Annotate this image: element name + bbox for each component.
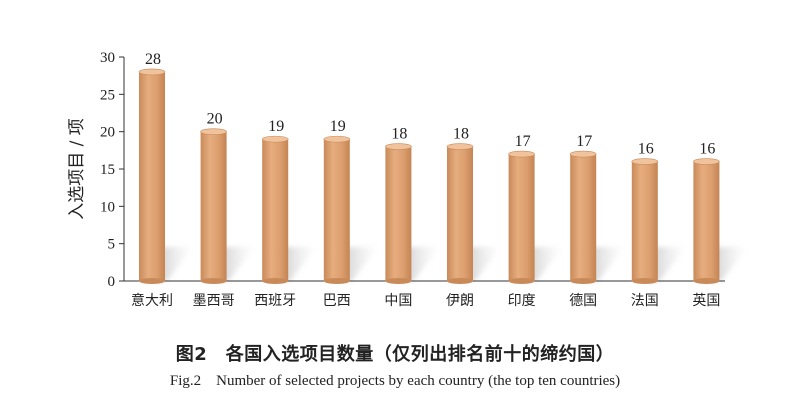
data-label: 17 [515,133,531,150]
bar [447,146,473,281]
bar-top [323,135,351,143]
y-tick-label: 20 [100,125,115,141]
bar-base [385,278,412,284]
bar-top [508,150,535,158]
bar [262,139,289,281]
bar [200,131,227,281]
y-tick-label: 30 [100,50,115,66]
x-tick-label: 墨西哥 [193,293,235,309]
data-label: 18 [453,126,469,143]
bar-base [508,278,535,284]
data-label: 20 [207,111,223,128]
x-tick-label: 中国 [384,293,412,309]
bar [631,161,658,281]
bar-top [446,143,474,150]
y-tick-label: 10 [100,199,115,215]
bar-top [200,128,227,135]
bar-base [262,278,289,284]
y-tick-label: 25 [100,87,115,103]
labels: 0 5 10 15 20 25 30 入选项目 / 项 28 意大利 20 墨西哥 19 西班牙 19 巴西 1… [67,50,720,309]
bar-base [447,278,473,284]
bar-top [693,158,720,165]
bar-top [569,150,597,158]
bar [508,154,535,281]
bar-base [323,278,350,284]
data-label: 16 [699,141,715,158]
bar-top [631,158,659,165]
y-tick-label: 0 [108,274,116,290]
bar [385,146,412,281]
bar [139,71,165,281]
data-label: 19 [268,118,284,135]
bar-base [570,278,597,284]
bar-top [138,68,166,76]
x-tick-label: 德国 [569,293,597,309]
figure-caption-english: Fig.2 Number of selected projects by eac… [169,373,621,389]
y-tick-label: 15 [100,162,115,178]
figure-caption-chinese: 图2 各国入选项目数量（仅列出排名前十的缔约国） [175,344,615,365]
bar-base [693,278,720,284]
bar [323,139,350,281]
bar-base [631,278,658,284]
x-tick-label: 意大利 [131,292,173,309]
data-label: 28 [145,51,161,68]
y-axis-label: 入选项目 / 项 [67,118,87,220]
y-tick-label: 5 [108,237,116,253]
bar-top [261,135,289,143]
data-label: 17 [576,133,592,150]
bar-base [200,278,227,284]
x-tick-label: 西班牙 [254,293,296,309]
bar [570,154,597,281]
x-tick-label: 英国 [692,292,720,309]
bar-base [139,278,165,284]
bar-top [385,143,412,150]
x-tick-label: 伊朗 [446,293,474,309]
bar [693,161,720,281]
data-label: 16 [638,141,654,158]
x-tick-label: 印度 [508,293,536,309]
bars [138,68,720,284]
data-label: 19 [330,118,346,135]
bar-chart: 0 5 10 15 20 25 30 入选项目 / 项 28 意大利 20 墨西哥 19 西班牙 19 巴西 1… [67,50,748,309]
x-tick-label: 巴西 [323,293,351,309]
data-label: 18 [391,126,407,143]
x-tick-label: 法国 [631,293,659,309]
